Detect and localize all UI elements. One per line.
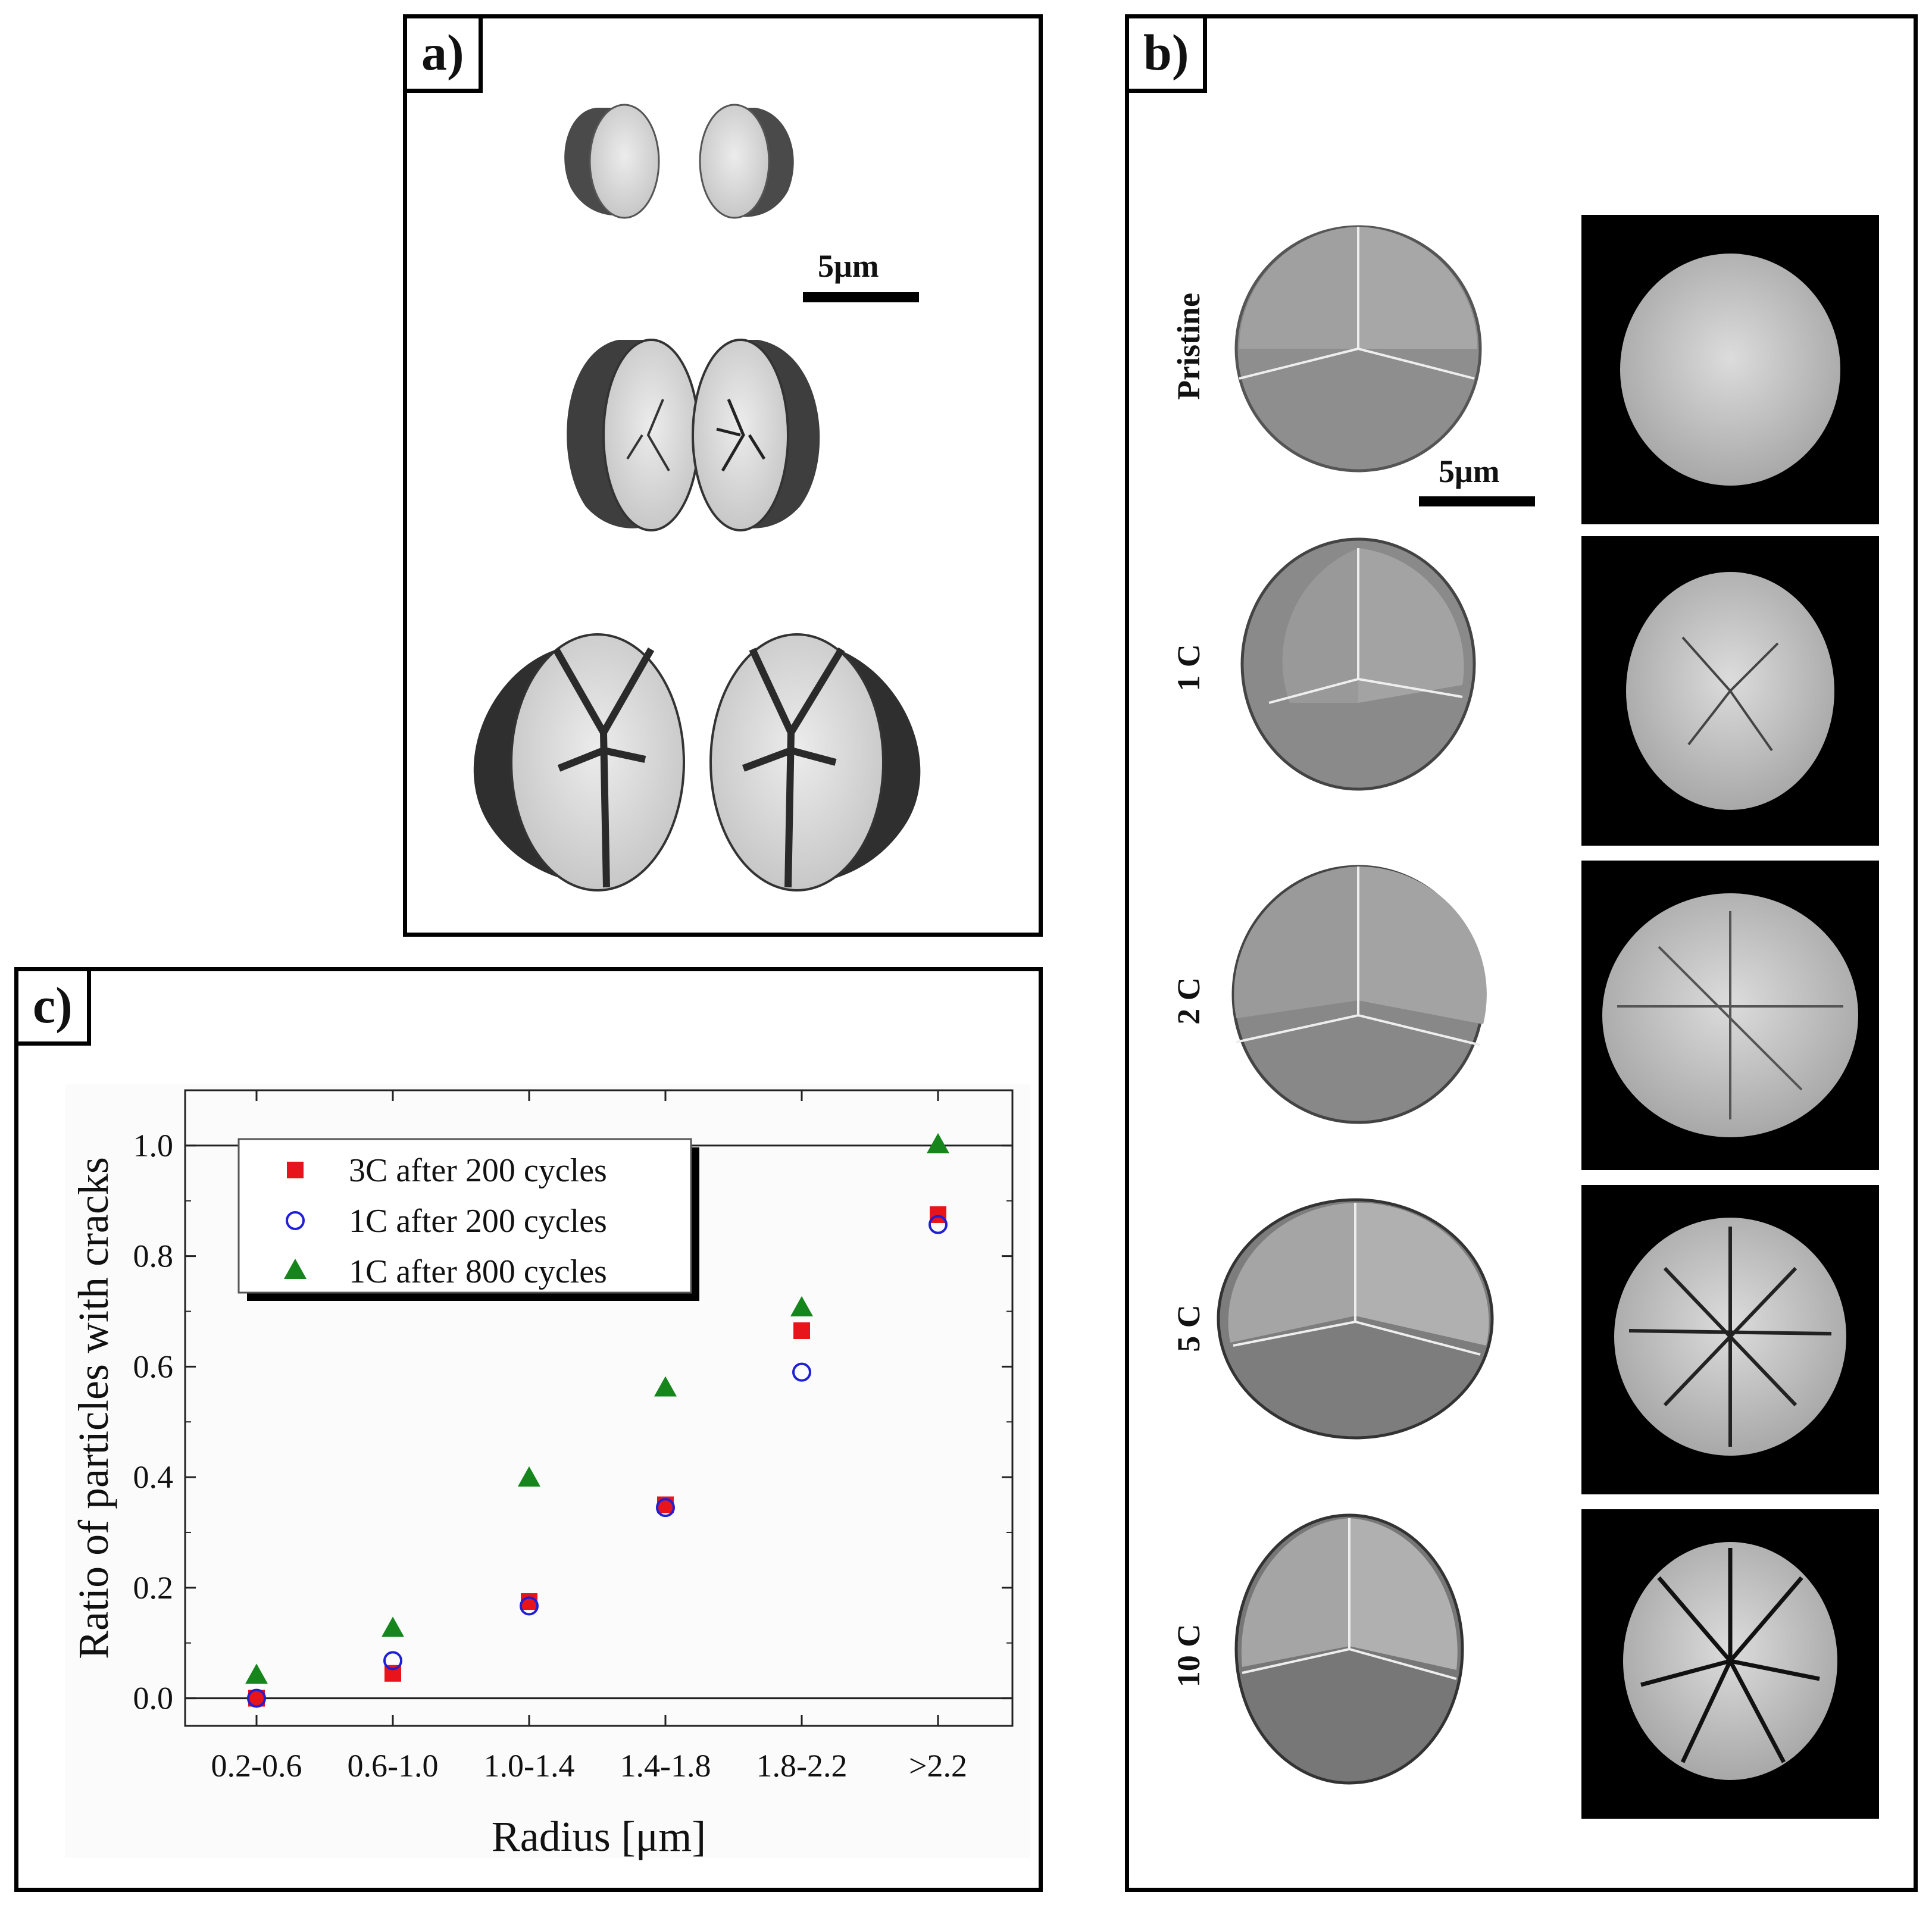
legend-label-1: 3C after 200 cycles <box>349 1152 607 1189</box>
data-point-2 <box>520 1596 539 1616</box>
panel-c: c) 0.0 0.2 0.4 0.6 0.8 1.0 0.2-0.6 0.6-1.0 1.0-1… <box>14 967 1043 1892</box>
y-tick-label: 0.4 <box>133 1459 174 1495</box>
panel-b-scalebar-label: 5μm <box>1439 453 1500 489</box>
panel-b-particles <box>1217 215 1879 1819</box>
data-point-2 <box>247 1688 266 1708</box>
data-point-2 <box>383 1651 402 1671</box>
data-point-3 <box>927 1133 949 1153</box>
legend-marker-2 <box>286 1211 305 1230</box>
legend-label-3: 1C after 800 cycles <box>349 1253 607 1290</box>
legend-marker-1 <box>287 1162 304 1178</box>
crack-ratio-chart: 0.0 0.2 0.4 0.6 0.8 1.0 0.2-0.6 0.6-1.0 1.0-1.4 1… <box>65 1084 1030 1860</box>
x-tick-label: 0.2-0.6 <box>211 1748 302 1784</box>
panel-b-scalebar <box>1419 496 1535 506</box>
legend-label-2: 1C after 200 cycles <box>349 1203 607 1240</box>
y-tick-label: 0.8 <box>133 1238 174 1274</box>
plot-frame <box>184 1089 1014 1727</box>
row-label-10c: 10 C <box>1171 1624 1206 1688</box>
particle-pair-large <box>473 633 921 891</box>
legend-marker-3 <box>284 1259 307 1279</box>
panel-c-tag: c) <box>14 967 91 1046</box>
data-point-3 <box>790 1296 813 1316</box>
panel-b: b) <box>1125 14 1918 1892</box>
y-axis-label: Ratio of particles with cracks <box>70 1157 117 1659</box>
legend-box <box>237 1138 692 1294</box>
data-point-2 <box>656 1498 675 1518</box>
row-1c-3d <box>1240 537 1476 791</box>
data-point-1 <box>930 1206 946 1223</box>
data-point-1 <box>793 1322 810 1339</box>
row-pristine-3d <box>1234 225 1482 473</box>
particle-pair-small <box>564 104 794 219</box>
x-tick-label: >2.2 <box>909 1748 967 1784</box>
panel-a-scalebar-label: 5μm <box>818 248 879 284</box>
data-point-3 <box>245 1663 268 1684</box>
y-tick-label: 0.0 <box>133 1681 174 1716</box>
data-point-3 <box>382 1616 404 1637</box>
x-tick-label: 1.0-1.4 <box>484 1748 575 1784</box>
row-2c-3d <box>1231 865 1487 1124</box>
x-axis-label: Radius [μm] <box>492 1813 706 1860</box>
row-label-1c: 1 C <box>1171 644 1206 692</box>
data-point-2 <box>929 1215 948 1234</box>
data-point-2 <box>792 1362 811 1382</box>
row-label-2c: 2 C <box>1171 977 1206 1025</box>
panel-a-scalebar <box>803 292 919 302</box>
data-point-3 <box>654 1376 677 1397</box>
x-tick-label: 1.8-2.2 <box>756 1748 848 1784</box>
row-10c-3d <box>1234 1513 1464 1785</box>
y-tick-label: 1.0 <box>133 1128 174 1163</box>
y-tick-label: 0.6 <box>133 1349 174 1384</box>
panel-a: a) <box>403 14 1043 937</box>
x-tick-label: 0.6-1.0 <box>348 1748 439 1784</box>
row-5c-3d <box>1217 1198 1494 1440</box>
row-label-5c: 5 C <box>1171 1305 1206 1352</box>
x-tick-label: 1.4-1.8 <box>620 1748 711 1784</box>
panel-a-particles <box>473 104 921 891</box>
particle-pair-medium <box>567 339 820 531</box>
y-tick-label: 0.2 <box>133 1570 174 1606</box>
row-label-pristine: Pristine <box>1171 293 1206 400</box>
data-point-3 <box>518 1466 540 1487</box>
panel-a-tag: a) <box>403 14 483 93</box>
data-point-1 <box>521 1593 537 1610</box>
panel-b-tag: b) <box>1125 14 1208 93</box>
